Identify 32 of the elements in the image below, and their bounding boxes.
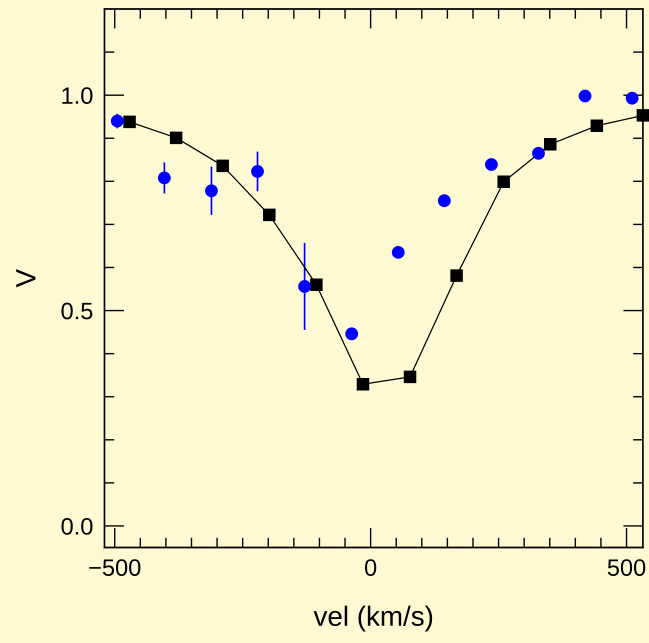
point: [158, 171, 171, 184]
x-tick-label: −500: [89, 559, 140, 576]
point: [392, 246, 405, 259]
y-axis-title: V: [16, 269, 36, 288]
point: [123, 116, 136, 128]
point: [345, 327, 358, 340]
x-tick-label: 0: [364, 559, 376, 576]
point: [251, 165, 264, 178]
x-axis-title: vel (km/s): [314, 606, 432, 632]
point: [310, 278, 323, 291]
point: [590, 120, 604, 132]
y-tick-label: 1.0: [62, 87, 92, 104]
x-tick-label: 500: [608, 559, 646, 576]
point: [404, 370, 416, 384]
y-tick-label: 0.0: [61, 518, 92, 535]
point: [110, 114, 124, 128]
point: [438, 194, 451, 208]
point: [544, 138, 557, 151]
point: [298, 280, 312, 293]
point: [450, 269, 463, 282]
point: [485, 158, 498, 171]
point: [263, 208, 276, 222]
y-tick-label: 0.5: [61, 302, 92, 320]
point: [170, 132, 182, 144]
point: [205, 184, 218, 198]
point: [636, 109, 649, 122]
point: [532, 146, 545, 160]
point: [626, 92, 639, 105]
point: [216, 160, 229, 172]
point: [497, 176, 510, 188]
point: [578, 90, 592, 102]
point: [356, 378, 370, 390]
